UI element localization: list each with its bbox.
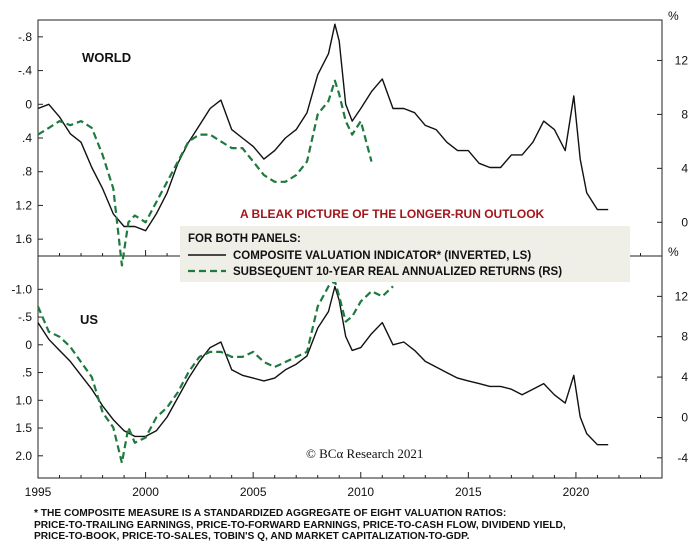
headline-annotation: A BLEAK PICTURE OF THE LONGER-RUN OUTLOO… (240, 207, 545, 221)
world-right-axis-unit: % (668, 9, 679, 23)
world-panel-title: WORLD (82, 50, 131, 65)
us-right-tick-label: -4 (677, 451, 688, 465)
world-left-tick-label: 1.2 (15, 198, 32, 212)
legend-label-returns: SUBSEQUENT 10-YEAR REAL ANNUALIZED RETUR… (233, 266, 562, 278)
legend-label-valuation: COMPOSITE VALUATION INDICATOR* (INVERTED… (233, 250, 531, 262)
x-tick-label: 2000 (132, 485, 159, 499)
us-left-tick-label: 1.5 (15, 421, 32, 435)
footnote-line: * THE COMPOSITE MEASURE IS A STANDARDIZE… (34, 508, 507, 519)
us-right-tick-label: 8 (681, 330, 688, 344)
world-right-tick-label: 12 (675, 53, 689, 67)
world-left-tick-label: -.4 (18, 64, 32, 78)
us-left-tick-label: 2.0 (15, 449, 32, 463)
x-tick-label: 2010 (347, 485, 374, 499)
us-left-tick-label: .5 (22, 366, 32, 380)
us-left-tick-label: 1.0 (15, 393, 32, 407)
us-left-tick-label: 0 (25, 338, 32, 352)
x-tick-label: 2015 (455, 485, 482, 499)
us-panel-title: US (80, 312, 98, 327)
footnote-line: PRICE-TO-BOOK, PRICE-TO-SALES, TOBIN'S Q… (34, 531, 470, 542)
world-right-tick-label: 4 (681, 161, 688, 175)
world-left-tick-label: 1.6 (15, 232, 32, 246)
x-tick-label: 2005 (240, 485, 267, 499)
world-returns-line (37, 79, 373, 267)
us-right-tick-label: 4 (681, 370, 688, 384)
legend-header: FOR BOTH PANELS: (188, 233, 301, 245)
world-left-tick-label: 0 (25, 97, 32, 111)
us-right-tick-label: 0 (681, 410, 688, 424)
us-left-tick-label: -1.0 (11, 282, 32, 296)
world-valuation-line (37, 23, 609, 232)
valuation-returns-chart: -.8 -.4 0 .4 .8 1.2 1.6 0 4 8 12 -1.0 -.5 0 .5 1.0 1.5 2… (11, 9, 689, 499)
source-credit: © BCα Research 2021 (306, 446, 423, 461)
x-tick-label: 1995 (25, 485, 52, 499)
legend-background (180, 226, 630, 282)
world-left-tick-label: .4 (22, 131, 32, 145)
world-right-tick-label: 8 (681, 107, 688, 121)
legend: FOR BOTH PANELS: COMPOSITE VALUATION IND… (180, 226, 630, 282)
us-right-axis-unit: % (668, 245, 679, 259)
us-left-tick-label: -.5 (18, 310, 32, 324)
x-axis: 1995 2000 2005 2010 2015 2020 (25, 485, 590, 499)
world-left-tick-label: -.8 (18, 30, 32, 44)
us-valuation-line (37, 285, 609, 446)
footnote-line: PRICE-TO-TRAILING EARNINGS, PRICE-TO-FOR… (34, 519, 566, 531)
us-panel-frame (37, 255, 663, 479)
us-right-tick-label: 12 (675, 289, 689, 303)
x-tick-label: 2020 (563, 485, 590, 499)
world-panel: -.8 -.4 0 .4 .8 1.2 1.6 0 4 8 12 (15, 23, 689, 267)
us-panel: -1.0 -.5 0 .5 1.0 1.5 2.0 -4 0 4 8 12 (11, 280, 689, 478)
world-right-tick-label: 0 (681, 215, 688, 229)
world-left-tick-label: .8 (22, 165, 32, 179)
us-returns-line (36, 280, 394, 464)
footnote: * THE COMPOSITE MEASURE IS A STANDARDIZE… (34, 508, 674, 543)
